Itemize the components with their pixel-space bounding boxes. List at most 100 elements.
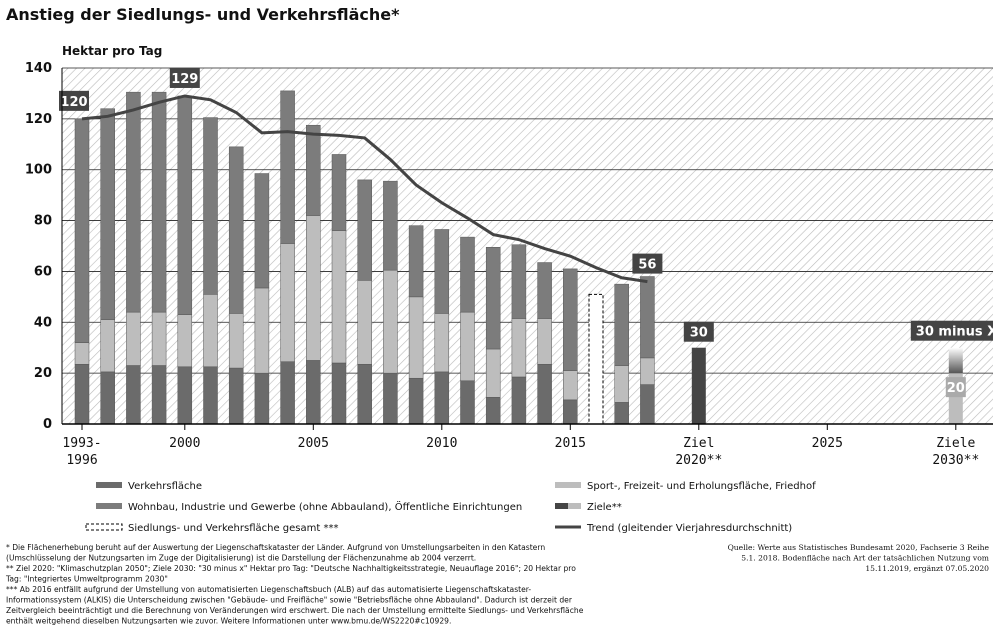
x-tick-line: Ziele <box>936 436 975 451</box>
value-label-box <box>169 67 200 88</box>
footnote: (Umschlüsselung der Nutzungsarten im Zug… <box>6 554 476 563</box>
source: 15.11.2019, ergänzt 07.05.2020 <box>865 564 989 573</box>
annotation-box <box>910 320 993 341</box>
bar-segment <box>434 229 450 314</box>
legend-label: Ziele** <box>587 502 622 513</box>
bar-segment <box>434 371 450 425</box>
bar-segment <box>306 215 321 361</box>
bar-segment <box>331 230 347 364</box>
x-tick-line: 1993- <box>62 436 101 451</box>
bar-segment <box>460 311 475 382</box>
footnote: * Die Flächenerhebung beruht auf der Aus… <box>6 543 545 552</box>
bar-segment <box>640 276 655 359</box>
value-label-box <box>632 253 663 274</box>
annotation: 30 minus X <box>916 325 993 340</box>
y-tick-label: 140 <box>25 61 52 76</box>
x-tick-line: 1996 <box>66 453 97 468</box>
bar-segment <box>306 360 321 425</box>
bar-segment <box>100 108 115 320</box>
bar-segment <box>537 262 552 319</box>
legend-swatch <box>555 503 568 509</box>
x-tick-line: 2020** <box>675 453 722 468</box>
y-tick-label: 100 <box>25 163 52 178</box>
bar-segment <box>640 384 655 425</box>
value-label: 56 <box>638 258 656 273</box>
bar-segment <box>228 367 244 425</box>
y-tick-label: 120 <box>25 112 52 127</box>
legend-swatch <box>568 503 581 509</box>
legend-label: Sport-, Freizeit- und Erholungsfläche, F… <box>587 481 816 492</box>
trend-line <box>81 94 648 284</box>
x-tick-line: 2005 <box>298 436 329 451</box>
x-tick-label: 2025 <box>812 436 843 451</box>
bar-segment <box>357 280 372 365</box>
bar-segment <box>151 311 167 366</box>
bar-segment <box>408 225 424 298</box>
bar-segment <box>408 377 424 425</box>
bar-segment <box>177 314 193 368</box>
value-label-box <box>945 377 966 398</box>
bar-segment <box>228 146 244 314</box>
y-tick-label: 80 <box>34 214 52 229</box>
y-axis-label: Hektar pro Tag <box>62 44 162 58</box>
bar-segment <box>126 91 141 313</box>
bar-segment <box>383 180 398 271</box>
bar-segment <box>511 244 527 319</box>
bar-segment <box>280 90 295 244</box>
bar-segment <box>331 154 347 231</box>
y-tick-label: 0 <box>43 417 52 432</box>
legend-swatch <box>96 482 122 488</box>
legend-swatch <box>555 482 581 488</box>
bar-segment <box>177 95 193 315</box>
bar-segment <box>408 296 424 379</box>
bar-segment <box>74 363 90 425</box>
footnote: Informationssystem (ALKIS) die Untersche… <box>6 596 573 605</box>
bar-segment <box>614 402 629 425</box>
x-tick-label: 2015 <box>555 436 586 451</box>
footnote: Tag: "Integriertes Umweltprogramm 2030" <box>5 575 168 584</box>
x-tick-label: 1993- 1996 <box>62 436 101 468</box>
bar-segment <box>383 269 398 374</box>
total-bar <box>588 293 604 425</box>
footnote: enthält weitgehend dieselben Nutzungsart… <box>6 617 451 626</box>
bar-segment <box>126 365 141 425</box>
legend-label: Verkehrsfläche <box>128 481 202 492</box>
value-label: 120 <box>60 95 87 110</box>
legend-label: Wohnbau, Industrie und Gewerbe (ohne Abb… <box>128 500 522 513</box>
value-label-box <box>59 90 89 111</box>
bar-segment <box>460 380 475 425</box>
bar-segment <box>151 91 167 313</box>
source: 5.1. 2018. Bodenfläche nach Art der tats… <box>741 554 989 563</box>
bar-segment <box>151 365 167 425</box>
bar-segment <box>614 365 629 403</box>
bar-segment <box>126 311 141 366</box>
bar-segment <box>511 318 527 378</box>
bar-segment <box>100 371 115 425</box>
goal-bar <box>691 347 706 424</box>
bar-segment <box>280 243 295 362</box>
x-tick-line: 2025 <box>812 436 843 451</box>
x-tick-line: Ziel <box>683 436 714 451</box>
x-tick-label: Ziel 2020** <box>675 436 722 468</box>
x-tick-line: 2010 <box>426 436 457 451</box>
value-label-box <box>683 321 714 342</box>
bar-segment <box>331 362 347 425</box>
bar-segment <box>254 287 270 374</box>
bar-segment <box>357 363 372 425</box>
bar-segment <box>203 117 218 295</box>
chart-title: Anstieg der Siedlungs- und Verkehrsfläch… <box>6 5 400 24</box>
bar-segment <box>74 118 90 343</box>
bar-segment <box>100 319 115 373</box>
x-tick-label: 2000 <box>169 436 200 451</box>
bar-segment <box>74 342 90 365</box>
legend-label: Siedlungs- und Verkehrsfläche gesamt *** <box>128 523 338 534</box>
bar-segment <box>485 247 501 350</box>
bar-segment <box>537 318 552 365</box>
legend-label: Trend (gleitender Vierjahresdurchschnitt… <box>586 523 792 534</box>
footnote: *** Ab 2016 entfällt aufgrund der Umstel… <box>6 585 531 594</box>
x-tick-line: 2030** <box>932 453 979 468</box>
footnote: ** Ziel 2020: "Klimaschutzplan 2050"; Zi… <box>6 564 576 573</box>
bar-segment <box>485 397 501 425</box>
bar-segment <box>511 376 527 425</box>
y-tick-label: 40 <box>34 315 52 330</box>
